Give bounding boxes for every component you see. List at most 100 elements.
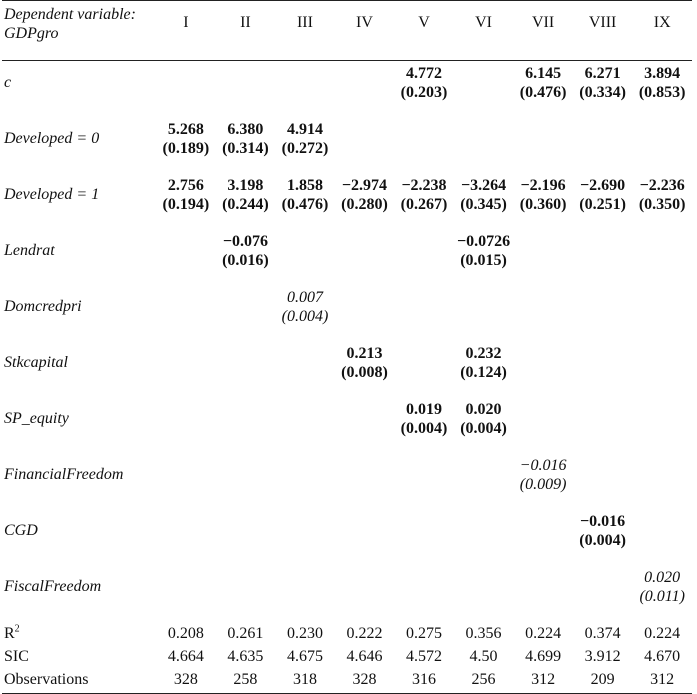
table-row: Domcredpri 0.007 (0.004) — [2, 285, 692, 341]
table-cell — [156, 397, 216, 453]
table-cell — [454, 565, 514, 621]
coefficient-value: 2.756 — [167, 177, 204, 194]
table-cell — [632, 117, 692, 173]
table-cell — [454, 285, 514, 341]
stat-value: 0.374 — [584, 625, 621, 642]
table-cell — [335, 565, 395, 621]
coefficient-value: −2.974 — [341, 177, 388, 194]
standard-error-value: (0.004) — [400, 420, 448, 437]
table-cell — [156, 341, 216, 397]
table-cell — [156, 509, 216, 565]
stat-value: 4.646 — [346, 648, 383, 665]
stat-value: 0.275 — [406, 625, 442, 642]
table-cell — [394, 117, 454, 173]
table-cell — [156, 61, 216, 118]
standard-error-value: (0.272) — [281, 140, 329, 157]
table-cell — [335, 397, 395, 453]
table-cell — [335, 285, 395, 341]
standard-error-value: (0.251) — [579, 196, 626, 213]
table-cell — [573, 453, 633, 509]
table-cell: 4.772 (0.203) — [394, 61, 454, 118]
table-cell — [335, 453, 395, 509]
table-cell — [156, 565, 216, 621]
standard-error-value: (0.004) — [460, 420, 507, 437]
table-cell — [275, 509, 335, 565]
row-label: Developed = 1 — [4, 186, 100, 203]
standard-error-value: (0.004) — [579, 532, 626, 549]
table-cell — [394, 509, 454, 565]
coefficient-value: 0.019 — [406, 401, 442, 418]
coefficient-value: 3.894 — [644, 65, 681, 82]
standard-error-value: (0.016) — [222, 252, 269, 269]
table-cell — [216, 285, 276, 341]
row-label: Stkcapital — [4, 354, 68, 371]
coefficient-value: 0.213 — [346, 345, 383, 362]
table-cell: −2.690 (0.251) — [573, 173, 633, 229]
table-cell: 0.020 (0.011) — [632, 565, 692, 621]
table-cell: 5.268 (0.189) — [156, 117, 216, 173]
coefficient-value: 3.198 — [227, 177, 264, 194]
table-cell: 6.271 (0.334) — [573, 61, 633, 118]
stat-value: 0.224 — [525, 625, 562, 642]
stat-value: 209 — [590, 671, 615, 688]
stat-label: R — [4, 625, 15, 642]
table-cell — [632, 229, 692, 285]
stat-value: 4.699 — [525, 648, 562, 665]
stat-value: 312 — [650, 671, 675, 688]
stat-value: 318 — [292, 671, 317, 688]
coefficient-value: 6.271 — [584, 65, 621, 82]
table-row: Developed = 0 5.268 (0.189) 6.380 (0.314) 4.9… — [2, 117, 692, 173]
table-cell — [216, 509, 276, 565]
table-cell — [275, 565, 335, 621]
column-header: II — [240, 14, 251, 31]
stat-label-cell: R2 — [2, 621, 156, 647]
table-cell — [573, 229, 633, 285]
coefficient-value: −3.264 — [460, 177, 507, 194]
standard-error-value: (0.008) — [341, 364, 388, 381]
coefficient-value: 1.858 — [286, 177, 323, 194]
coefficient-value: −0.016 — [519, 457, 567, 474]
table-cell — [275, 453, 335, 509]
coefficient-value: 0.020 — [644, 569, 681, 586]
table-cell — [216, 341, 276, 397]
stat-value: 4.572 — [406, 648, 442, 665]
table-cell: 4.914 (0.272) — [275, 117, 335, 173]
table-cell — [513, 565, 573, 621]
table-cell — [573, 397, 633, 453]
stat-value: 4.675 — [286, 648, 323, 665]
row-label: Domcredpri — [4, 298, 82, 315]
table-cell: 0.232 (0.124) — [454, 341, 514, 397]
stat-value: 4.50 — [469, 648, 498, 665]
standard-error-value: (0.853) — [638, 84, 686, 101]
standard-error-value: (0.360) — [519, 196, 567, 213]
coefficient-value: 6.145 — [525, 65, 562, 82]
table-row: Developed = 1 2.756 (0.194) 3.198 (0.244) 1.8… — [2, 173, 692, 229]
table-row: c 4.772 (0.203) 6.145 (0.476) 6.271 (0.334) 3.8… — [2, 61, 692, 118]
stat-value: 328 — [352, 671, 377, 688]
table-cell: 6.380 (0.314) — [216, 117, 276, 173]
table-cell — [156, 285, 216, 341]
stat-row: Observations 328 258 318 328 316 256 312 209 312 — [2, 670, 692, 694]
table-cell: −0.016 (0.009) — [513, 453, 573, 509]
table-cell: 2.756 (0.194) — [156, 173, 216, 229]
dependent-variable-name: GDPgro — [4, 25, 59, 42]
stat-row: SIC 4.664 4.635 4.675 4.646 4.572 4.50 4.699 3.9… — [2, 647, 692, 670]
table-cell: 0.020 (0.004) — [454, 397, 514, 453]
table-cell — [513, 509, 573, 565]
standard-error-value: (0.011) — [639, 588, 685, 605]
table-cell: −2.974 (0.280) — [335, 173, 395, 229]
stat-label: SIC — [4, 648, 29, 665]
coefficient-value: −2.196 — [520, 177, 566, 194]
table-header-row: Dependent variable: GDPgro I II III IV V VI VI… — [2, 0, 692, 61]
row-label: FinancialFreedom — [4, 466, 124, 483]
table-row: CGD −0.016 (0.004) — [2, 509, 692, 565]
stat-value: 258 — [233, 671, 258, 688]
table-row: FinancialFreedom −0.016 (0.009) — [2, 453, 692, 509]
coefficient-value: −0.0726 — [456, 233, 511, 250]
column-header: IV — [356, 14, 373, 31]
column-header: VI — [475, 14, 492, 31]
column-header: V — [418, 14, 430, 31]
table-cell — [632, 397, 692, 453]
table-cell — [454, 453, 514, 509]
stat-value: 0.356 — [465, 625, 502, 642]
